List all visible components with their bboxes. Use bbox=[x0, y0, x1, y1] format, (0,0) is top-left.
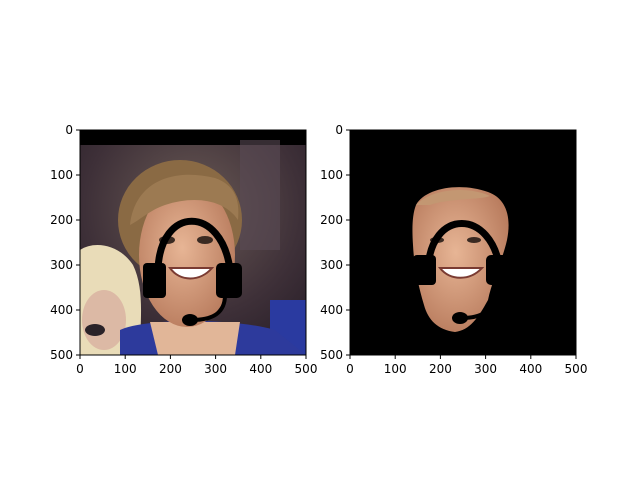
right-x-tick-label: 500 bbox=[565, 362, 588, 376]
segmented-face bbox=[412, 187, 509, 332]
right-y-tick-label: 200 bbox=[320, 213, 343, 227]
left-y-ticks: 0 100 200 300 400 500 bbox=[50, 123, 80, 362]
left-y-tick-label: 500 bbox=[50, 348, 73, 362]
left-x-tick-label: 300 bbox=[204, 362, 227, 376]
headset-holes bbox=[413, 220, 512, 324]
left-x-tick-label: 500 bbox=[295, 362, 318, 376]
left-y-tick-label: 200 bbox=[50, 213, 73, 227]
left-y-tick-label: 400 bbox=[50, 303, 73, 317]
right-x-tick-label: 0 bbox=[346, 362, 354, 376]
right-y-tick-label: 500 bbox=[320, 348, 343, 362]
right-x-ticks: 0 100 200 300 400 500 bbox=[346, 355, 587, 376]
headset-overlay bbox=[143, 217, 242, 326]
right-y-tick-label: 400 bbox=[320, 303, 343, 317]
left-x-tick-label: 200 bbox=[159, 362, 182, 376]
left-axes: 0 100 200 300 400 500 0 100 200 300 400 500 bbox=[50, 123, 317, 376]
left-x-ticks: 0 100 200 300 400 500 bbox=[76, 355, 317, 376]
left-y-tick-label: 100 bbox=[50, 168, 73, 182]
right-y-tick-label: 300 bbox=[320, 258, 343, 272]
left-x-tick-label: 0 bbox=[76, 362, 84, 376]
right-x-tick-label: 300 bbox=[474, 362, 497, 376]
left-x-tick-label: 400 bbox=[249, 362, 272, 376]
left-x-tick-label: 100 bbox=[114, 362, 137, 376]
woman-figure bbox=[80, 245, 142, 355]
left-axes-frame bbox=[79, 129, 307, 356]
right-x-tick-label: 400 bbox=[519, 362, 542, 376]
right-axes: 0 100 200 300 400 500 0 100 200 300 400 500 bbox=[320, 123, 587, 376]
left-y-tick-label: 300 bbox=[50, 258, 73, 272]
right-y-tick-label: 0 bbox=[335, 123, 343, 137]
right-x-tick-label: 200 bbox=[429, 362, 452, 376]
left-y-tick-label: 0 bbox=[65, 123, 73, 137]
right-y-ticks: 0 100 200 300 400 500 bbox=[320, 123, 350, 362]
right-x-tick-label: 100 bbox=[384, 362, 407, 376]
right-axes-frame bbox=[349, 129, 577, 356]
right-y-tick-label: 100 bbox=[320, 168, 343, 182]
left-image bbox=[80, 130, 306, 355]
right-image bbox=[350, 130, 576, 355]
man-head bbox=[118, 160, 242, 327]
